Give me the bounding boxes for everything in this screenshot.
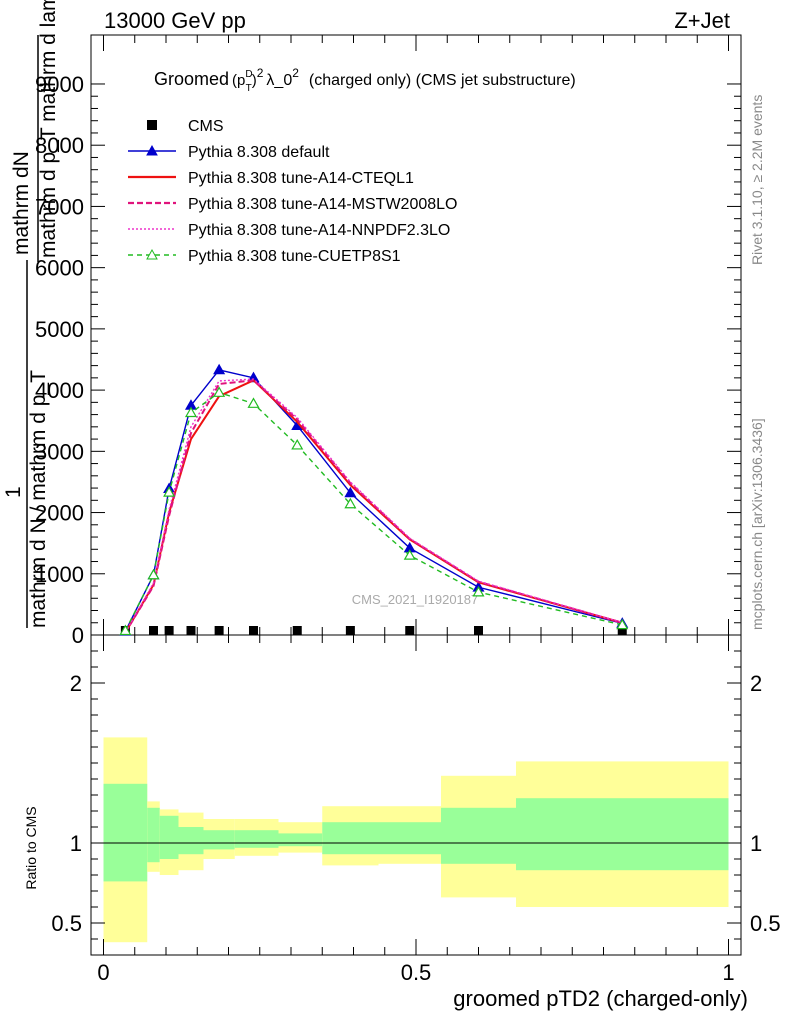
cuetp8s1-point-7 xyxy=(344,497,357,509)
band-inner-10 xyxy=(516,798,729,871)
main-ytick-label-9: 9000 xyxy=(35,72,84,97)
cms-point-9 xyxy=(474,626,483,635)
legend-label-cteql1: Pythia 8.308 tune-A14-CTEQL1 xyxy=(188,170,414,187)
band-inner-0 xyxy=(103,783,148,882)
y-label-line2: mathrm d p_T mathrm d lambda xyxy=(37,0,60,258)
cuetp8s1-point-9 xyxy=(472,585,485,597)
legend-marker-cms xyxy=(147,120,157,130)
y-axis-label-main: mathrm dN mathrm d p_T mathrm d lambda 1… xyxy=(2,0,60,628)
cms-point-5 xyxy=(249,626,258,635)
cms-point-3 xyxy=(186,626,196,635)
series-line-nnpdf xyxy=(124,378,623,633)
mcplots-label: mcplots.cern.ch [arXiv:1306.3436] xyxy=(749,418,765,630)
y-axis-label-ratio: Ratio to CMS xyxy=(23,806,39,889)
ratio-ytick-label-right-1: 1 xyxy=(750,831,762,856)
watermark: CMS_2021_I1920187 xyxy=(352,592,479,607)
cuetp8s1-point-5 xyxy=(247,397,260,408)
ratio-bands xyxy=(103,737,741,943)
legend: CMS Pythia 8.308 default Pythia 8.308 tune… xyxy=(128,118,457,265)
main-ytick-label-8: 8000 xyxy=(35,133,84,158)
legend-label-cuetp8s1: Pythia 8.308 tune-CUETP8S1 xyxy=(188,248,401,265)
cuetp8s1-point-2 xyxy=(163,486,176,497)
y-label-line1: mathrm dN xyxy=(10,151,33,255)
xtick-label-1: 0.5 xyxy=(401,960,432,985)
main-ytick-label-5: 5000 xyxy=(35,317,84,342)
legend-label-default: Pythia 8.308 default xyxy=(188,144,330,161)
cuetp8s1-point-6 xyxy=(291,438,304,450)
cms-point-10 xyxy=(617,626,627,635)
main-ytick-label-2: 2000 xyxy=(35,501,84,526)
main-ytick-label-3: 3000 xyxy=(35,439,84,464)
title-sub-t: T xyxy=(246,83,252,94)
band-inner-2 xyxy=(159,815,179,859)
legend-marker-default xyxy=(146,144,158,156)
ratio-ytick-label-left-1: 1 xyxy=(70,831,82,856)
cms-point-8 xyxy=(405,626,415,635)
band-inner-6 xyxy=(278,833,323,847)
main-ytick-label-6: 6000 xyxy=(35,256,84,281)
band-inner-7 xyxy=(322,822,379,855)
ratio-ytick-label-left-0: 0.5 xyxy=(51,911,82,936)
title-paren-open: (p xyxy=(232,72,245,89)
xtick-label-2: 1 xyxy=(722,960,734,985)
cuetp8s1-point-3 xyxy=(184,406,198,418)
title-rest: (charged only) (CMS jet substructure) xyxy=(309,72,576,89)
legend-label-mstw: Pythia 8.308 tune-A14-MSTW2008LO xyxy=(188,196,457,213)
ratio-axis-ticks: 0.5 0.5 1 1 2 2 xyxy=(51,650,781,940)
legend-label-cms: CMS xyxy=(188,118,224,135)
header-left: 13000 GeV pp xyxy=(104,8,246,33)
plot-title: Groomed (pD T)2 λ_02 (charged only) (CMS jet… xyxy=(154,66,576,94)
cuetp8s1-point-1 xyxy=(147,568,160,580)
y-label-numer: 1 xyxy=(2,486,25,498)
rivet-label: Rivet 3.1.10, ≥ 2.2M events xyxy=(749,95,765,265)
cms-point-1 xyxy=(149,626,158,635)
default-point-7 xyxy=(344,486,357,498)
legend-marker-cuetp8s1 xyxy=(146,248,158,260)
cms-point-2 xyxy=(164,626,174,635)
default-point-4 xyxy=(213,363,226,375)
legend-label-nnpdf: Pythia 8.308 tune-A14-NNPDF2.3LO xyxy=(188,222,450,239)
title-sup-2b: 2 xyxy=(292,66,299,80)
ratio-ytick-label-left-2: 2 xyxy=(70,671,82,696)
cuetp8s1-point-10 xyxy=(616,618,629,630)
main-ytick-label-1: 1000 xyxy=(35,562,84,587)
cuetp8s1-point-8 xyxy=(403,549,416,560)
cms-point-7 xyxy=(345,626,355,635)
y-label-denom: mathrm d N / mathrm d p_T xyxy=(27,370,50,628)
ratio-ytick-label-right-2: 2 xyxy=(750,671,762,696)
band-inner-3 xyxy=(178,827,204,855)
main-ytick-label-7: 7000 xyxy=(35,194,84,219)
header-right: Z+Jet xyxy=(674,8,730,33)
cms-point-4 xyxy=(214,626,224,635)
ratio-ytick-label-right-0: 0.5 xyxy=(750,911,781,936)
x-axis-label: groomed pTD2 (charged-only) xyxy=(453,986,748,1011)
band-inner-9 xyxy=(441,807,516,864)
title-sup-2: 2 xyxy=(257,66,264,80)
title-groomed: Groomed xyxy=(154,69,229,89)
band-inner-8 xyxy=(378,822,441,855)
cuetp8s1-point-0 xyxy=(119,624,132,636)
main-ytick-label-4: 4000 xyxy=(35,378,84,403)
band-inner-4 xyxy=(203,830,235,850)
cuetp8s1-point-4 xyxy=(213,386,226,397)
title-paren-close: ) xyxy=(252,72,257,89)
main-axis-ticks: 0 1000 2000 3000 4000 5000 6000 7000 8000 9000 xyxy=(35,72,741,648)
band-inner-5 xyxy=(234,830,279,848)
cms-point-6 xyxy=(292,626,302,635)
title-lambda: λ_0 xyxy=(266,72,292,89)
title-sup-d: D xyxy=(245,69,252,80)
series-group xyxy=(119,363,629,636)
xtick-label-0: 0 xyxy=(97,960,109,985)
main-ytick-label-0: 0 xyxy=(72,623,84,648)
band-inner-1 xyxy=(147,807,160,863)
